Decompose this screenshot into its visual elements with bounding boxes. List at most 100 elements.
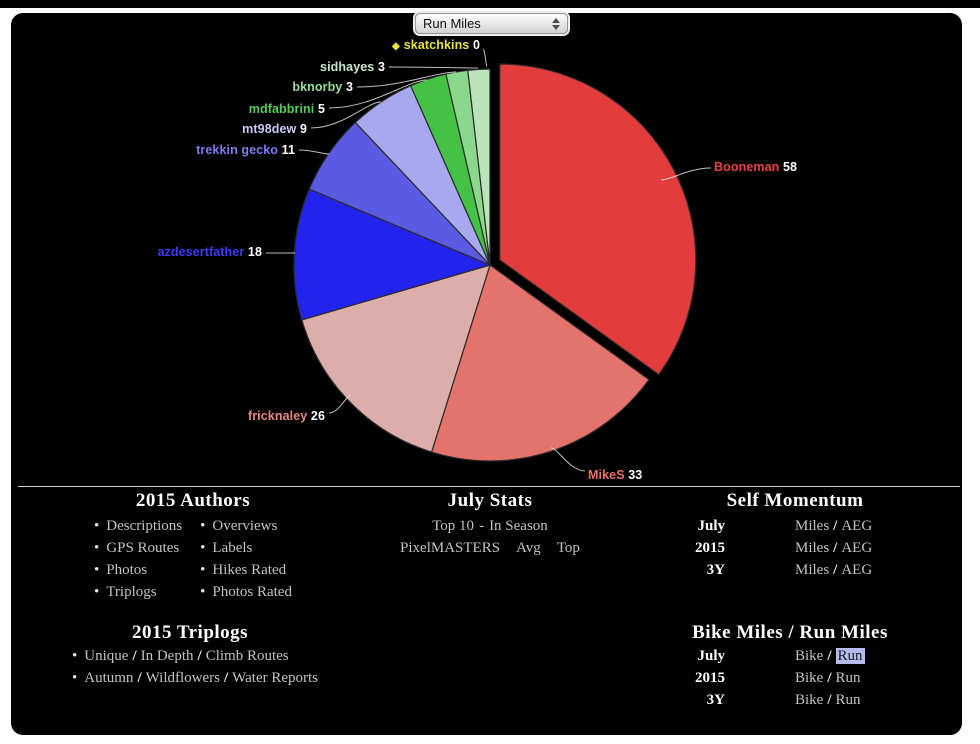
bike-run-row-july: July Bike / Run [630,645,950,667]
separator: / [827,670,832,686]
link-run-july-selected[interactable]: Run [835,648,865,664]
list-item: • Triplogs [94,581,182,603]
leader-line [388,66,479,69]
link-labels[interactable]: Labels [212,540,253,556]
link-run-2015[interactable]: Run [835,670,861,686]
metric-select[interactable]: Run Miles [415,13,568,34]
authors-col-1: • Descriptions • GPS Routes • Photos • Tripl… [94,515,182,603]
authors-columns: • Descriptions • GPS Routes • Photos • Tripl… [58,515,328,603]
section-july-stats: July Stats Top 10- In Season PixelMASTERS… [370,491,610,559]
july-stats-line-1: Top 10- In Season [370,515,610,537]
leader-line [310,101,382,129]
link-top[interactable]: Top [556,540,580,556]
row-label: 3Y [706,692,725,708]
link-miles-2015[interactable]: Miles [795,540,830,556]
list-item: • GPS Routes [94,537,182,559]
separator: / [197,648,202,664]
bullet-icon: • [94,540,100,556]
link-miles-july[interactable]: Miles [795,518,830,534]
section-title-self-momentum: Self Momentum [726,490,864,511]
select-stepper-icon [552,17,560,30]
leader-line [356,71,457,88]
list-item: • Photos Rated [200,581,292,603]
link-pixelmasters[interactable]: PixelMASTERS [400,540,501,556]
link-water-reports[interactable]: Water Reports [232,670,319,686]
metric-select-value: Run Miles [423,16,481,31]
bullet-icon: • [94,584,100,600]
divider-line [18,486,960,487]
bullet-icon: • [200,518,206,534]
link-triplogs[interactable]: Triplogs [106,584,157,600]
link-photos-rated[interactable]: Photos Rated [212,584,292,600]
link-bike-july[interactable]: Bike [795,648,824,664]
section-title-triplogs: 2015 Triplogs [131,622,249,643]
stepper-down-icon [552,24,560,30]
pie-slice-Booneman[interactable] [499,63,697,376]
section-2015-authors: 2015 Authors • Descriptions • GPS Routes •… [58,491,328,603]
link-top-10[interactable]: Top 10 [432,518,475,534]
link-miles-3y[interactable]: Miles [795,562,830,578]
bike-run-row-2015: 2015 Bike / Run [630,667,950,689]
link-gps-routes[interactable]: GPS Routes [106,540,180,556]
pie-slice-azdesertfather[interactable] [293,188,492,321]
link-unique[interactable]: Unique [84,648,129,664]
link-in-season[interactable]: In Season [489,518,548,534]
separator: / [224,670,229,686]
triplogs-row-1: • Unique / In Depth / Climb Routes [30,645,350,667]
link-in-depth[interactable]: In Depth [140,648,194,664]
leader-line [328,79,428,109]
pie-slice-sidhayes[interactable] [467,68,491,266]
bullet-icon: • [94,562,100,578]
separator: / [132,648,137,664]
link-bike-2015[interactable]: Bike [795,670,824,686]
leader-line [482,48,488,68]
link-aeg-july[interactable]: AEG [841,518,873,534]
bullet-icon: • [94,518,100,534]
row-label: July [697,518,725,534]
authors-col-2: • Overviews • Labels • Hikes Rated • Photos … [200,515,292,603]
link-climb-routes[interactable]: Climb Routes [205,648,289,664]
list-item: • Photos [94,559,182,581]
bullet-icon: • [200,562,206,578]
link-overviews[interactable]: Overviews [212,518,278,534]
link-avg[interactable]: Avg [516,540,541,556]
link-aeg-3y[interactable]: AEG [841,562,873,578]
separator: - [479,518,485,534]
pie-slice-fricknaley[interactable] [301,264,491,453]
section-bike-run-miles: Bike Miles / Run Miles July Bike / Run 201… [630,623,950,711]
separator: / [833,562,838,578]
list-item: • Labels [200,537,292,559]
separator: / [833,540,838,556]
link-hikes-rated[interactable]: Hikes Rated [212,562,287,578]
link-bike-3y[interactable]: Bike [795,692,824,708]
link-aeg-2015[interactable]: AEG [841,540,873,556]
triplogs-row-2: • Autumn / Wildflowers / Water Reports [30,667,350,689]
leader-line [660,167,712,181]
pie-slice-MikeS[interactable] [430,264,650,462]
link-run-3y[interactable]: Run [835,692,861,708]
stepper-up-icon [552,17,560,23]
window-top-edge [0,0,980,8]
momentum-row-3y: 3Y Miles / AEG [650,559,940,581]
section-self-momentum: Self Momentum July Miles / AEG 2015 Miles /… [650,491,940,581]
link-autumn[interactable]: Autumn [84,670,134,686]
row-label: 3Y [706,562,725,578]
section-2015-triplogs: 2015 Triplogs • Unique / In Depth / Climb Rou… [30,623,350,689]
separator: / [137,670,142,686]
leader-line [298,149,330,155]
bullet-icon: • [72,648,78,664]
leader-line [328,394,352,414]
section-title-authors: 2015 Authors [135,490,251,511]
list-item: • Overviews [200,515,292,537]
momentum-row-july: July Miles / AEG [650,515,940,537]
list-item: • Hikes Rated [200,559,292,581]
separator: / [827,692,832,708]
separator: / [833,518,838,534]
july-stats-line-2: PixelMASTERS Avg Top [370,537,610,559]
link-descriptions[interactable]: Descriptions [106,518,183,534]
link-photos[interactable]: Photos [106,562,148,578]
link-wildflowers[interactable]: Wildflowers [145,670,220,686]
row-label: 2015 [695,540,725,556]
separator: / [827,648,832,664]
